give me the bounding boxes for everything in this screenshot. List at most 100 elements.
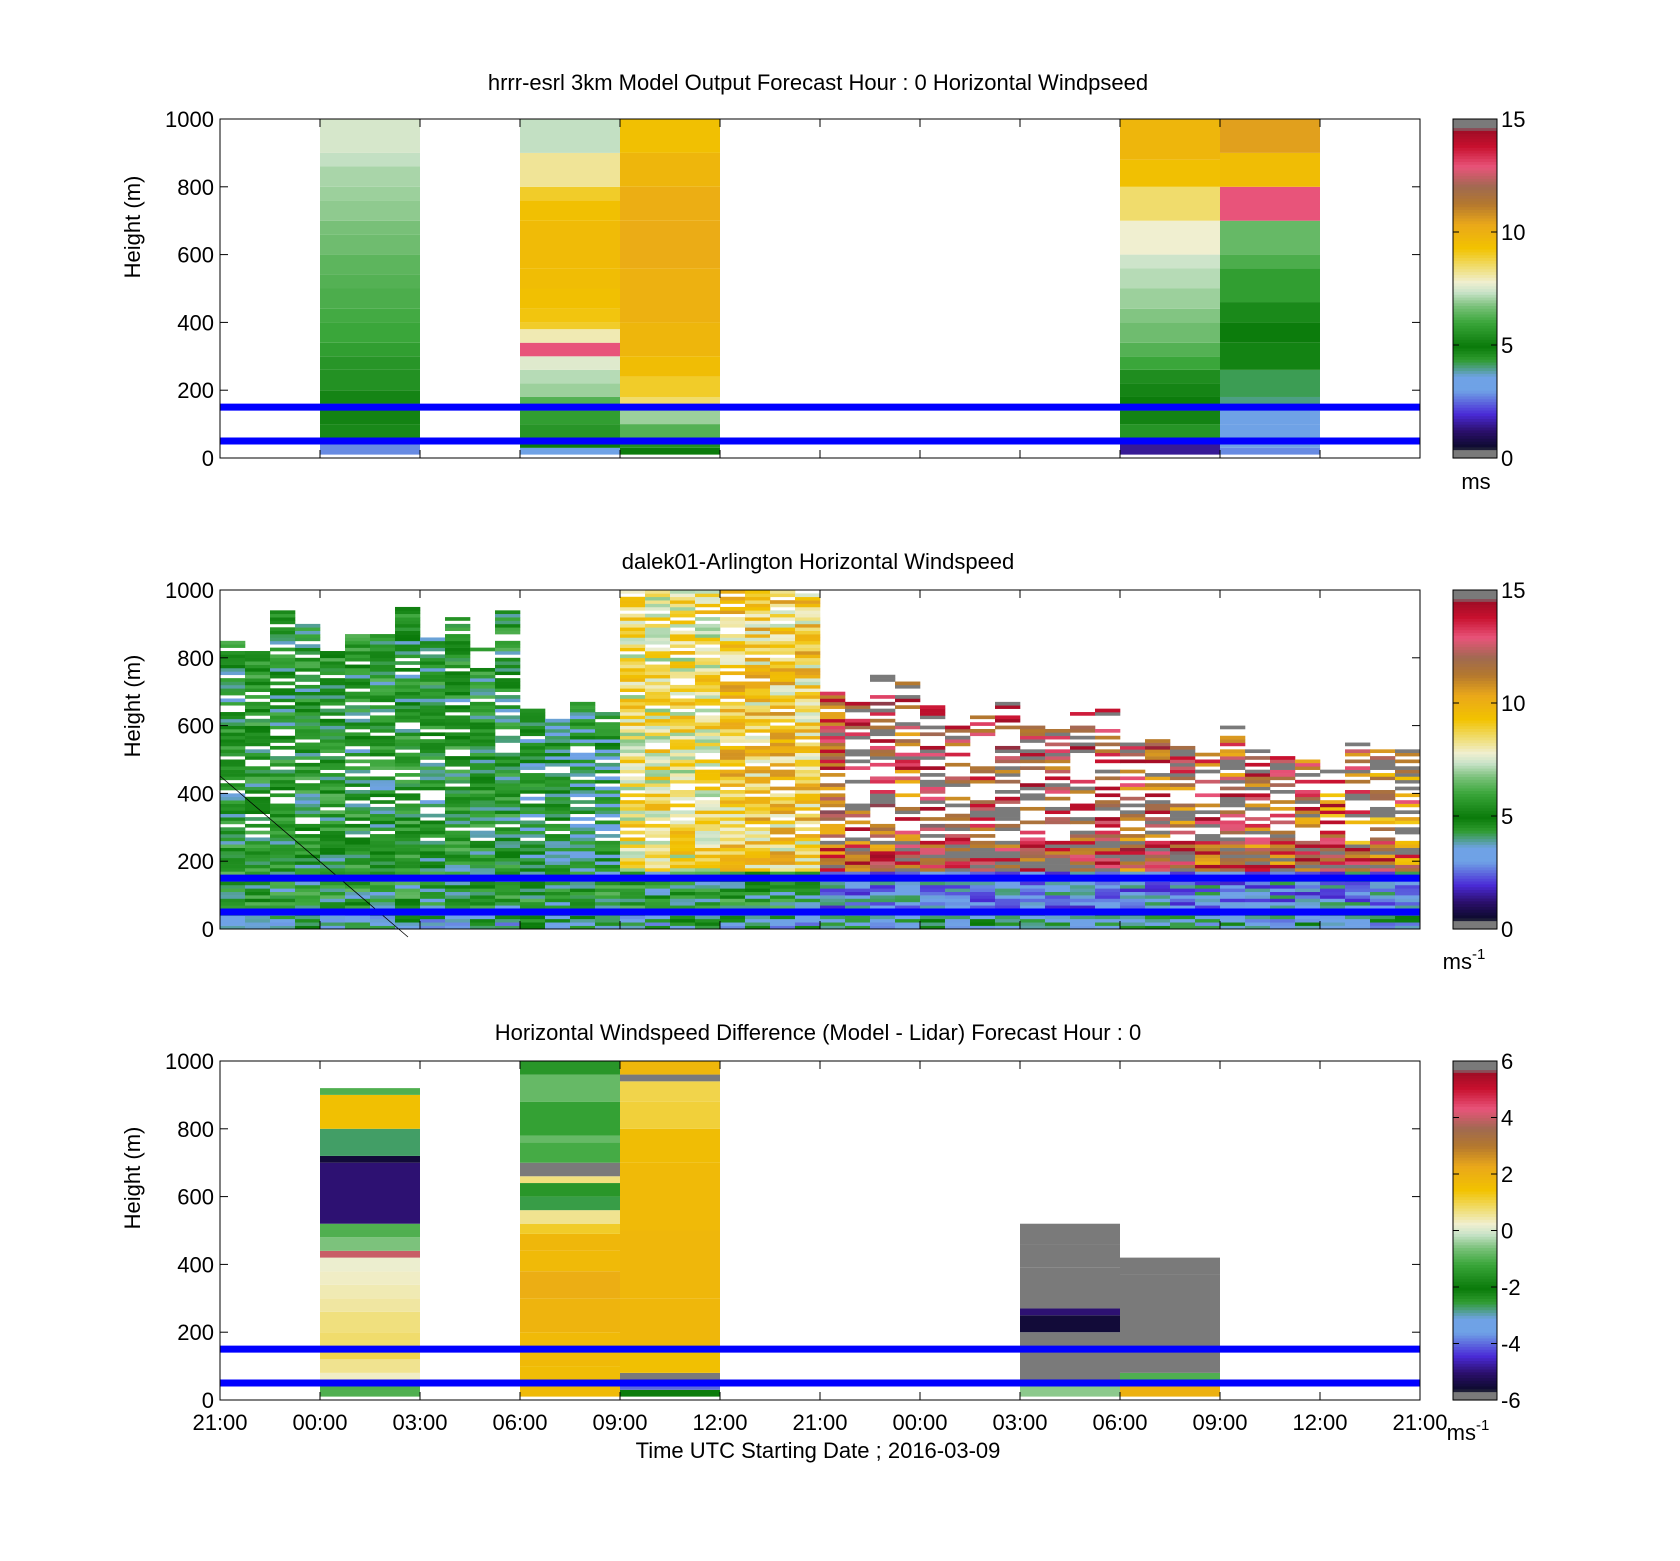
heatmap-cell (1220, 847, 1246, 852)
heatmap-cell (470, 718, 496, 723)
heatmap-cell (745, 600, 771, 604)
heatmap-cell (595, 776, 621, 781)
heatmap-cell (220, 786, 246, 791)
heatmap-cell (345, 691, 371, 696)
heatmap-cell (795, 627, 821, 631)
heatmap-cell (720, 776, 746, 781)
heatmap-cell (295, 905, 321, 909)
heatmap-cell (770, 739, 796, 743)
heatmap-cell (545, 742, 571, 747)
heatmap-cell (745, 857, 771, 862)
heatmap-cell (295, 901, 321, 906)
heatmap-cell (345, 918, 371, 923)
heatmap-cell (370, 766, 396, 770)
heatmap-cell (445, 817, 471, 821)
heatmap-cell (345, 806, 371, 811)
heatmap-cell (620, 623, 646, 628)
heatmap-cell (245, 735, 271, 740)
heatmap-cell (470, 834, 496, 838)
heatmap-cell (845, 925, 871, 930)
heatmap-cell (1345, 901, 1371, 906)
heatmap-cell (545, 728, 571, 733)
heatmap-cell (395, 820, 421, 825)
heatmap-cell (295, 796, 321, 801)
heatmap-cell (1020, 918, 1046, 923)
heatmap-cell (595, 867, 621, 872)
heatmap-cell (545, 756, 571, 760)
heatmap-cell (1345, 888, 1371, 893)
heatmap-cell (295, 864, 321, 869)
heatmap-cell (345, 732, 371, 737)
heatmap-cell (1320, 820, 1346, 825)
heatmap-cell (795, 888, 821, 893)
heatmap-cell (1320, 901, 1346, 906)
heatmap-cell (1220, 447, 1320, 455)
heatmap-cell (345, 840, 371, 845)
heatmap-cell (645, 823, 671, 828)
heatmap-cell (620, 783, 646, 787)
heatmap-cell (320, 152, 420, 167)
heatmap-cell (920, 871, 946, 876)
heatmap-cell (570, 905, 596, 909)
heatmap-cell (670, 728, 696, 733)
heatmap-cell (295, 844, 321, 848)
heatmap-cell (895, 905, 921, 909)
heatmap-cell (695, 861, 721, 865)
colorbar-tick-label: -4 (1501, 1332, 1521, 1357)
heatmap-cell (1020, 806, 1046, 811)
heatmap-cell (620, 600, 646, 604)
heatmap-cell (220, 918, 246, 923)
heatmap-cell (720, 796, 746, 801)
colorbar-tick-label: 5 (1501, 804, 1513, 829)
heatmap-cell (245, 708, 271, 713)
heatmap-cell (645, 596, 671, 601)
heatmap-cell (395, 620, 421, 625)
heatmap-cell (1120, 864, 1146, 869)
heatmap-cell (1220, 813, 1246, 818)
heatmap-cell (870, 827, 896, 831)
heatmap-cell (645, 925, 671, 930)
heatmap-cell (620, 681, 646, 686)
heatmap-cell (745, 881, 771, 886)
heatmap-cell (995, 813, 1021, 818)
heatmap-cell (670, 776, 696, 781)
heatmap-cell (245, 922, 271, 926)
heatmap-cell (270, 634, 296, 638)
heatmap-cell (520, 152, 620, 187)
heatmap-cell (1170, 905, 1196, 909)
heatmap-cell (245, 867, 271, 872)
heatmap-cell (720, 647, 746, 652)
heatmap-cell (395, 857, 421, 862)
heatmap-cell (295, 705, 321, 709)
heatmap-cell (1370, 810, 1396, 815)
heatmap-cell (870, 847, 896, 852)
heatmap-cell (795, 840, 821, 845)
heatmap-cell (520, 356, 620, 370)
heatmap-cell (220, 915, 246, 920)
heatmap-cell (845, 701, 871, 706)
heatmap-cell (1245, 901, 1271, 906)
heatmap-cell (745, 898, 771, 903)
heatmap-cell (1070, 749, 1096, 754)
heatmap-cell (595, 925, 621, 930)
heatmap-cell (920, 834, 946, 838)
heatmap-cell (1220, 915, 1246, 920)
heatmap-cell (1295, 762, 1321, 767)
heatmap-cell (270, 837, 296, 842)
heatmap-cell (570, 864, 596, 869)
heatmap-cell (845, 867, 871, 872)
heatmap-cell (995, 925, 1021, 930)
heatmap-cell (320, 1284, 420, 1299)
heatmap-cell (745, 769, 771, 774)
heatmap-cell (220, 834, 246, 838)
heatmap-cell (920, 786, 946, 791)
heatmap-cell (645, 698, 671, 703)
heatmap-cell (1245, 762, 1271, 767)
heatmap-cell (545, 864, 571, 869)
heatmap-cell (420, 854, 446, 859)
heatmap-cell (445, 779, 471, 784)
heatmap-cell (1120, 817, 1146, 821)
heatmap-cell (645, 847, 671, 852)
heatmap-cell (1345, 922, 1371, 926)
heatmap-cell (1020, 854, 1046, 859)
